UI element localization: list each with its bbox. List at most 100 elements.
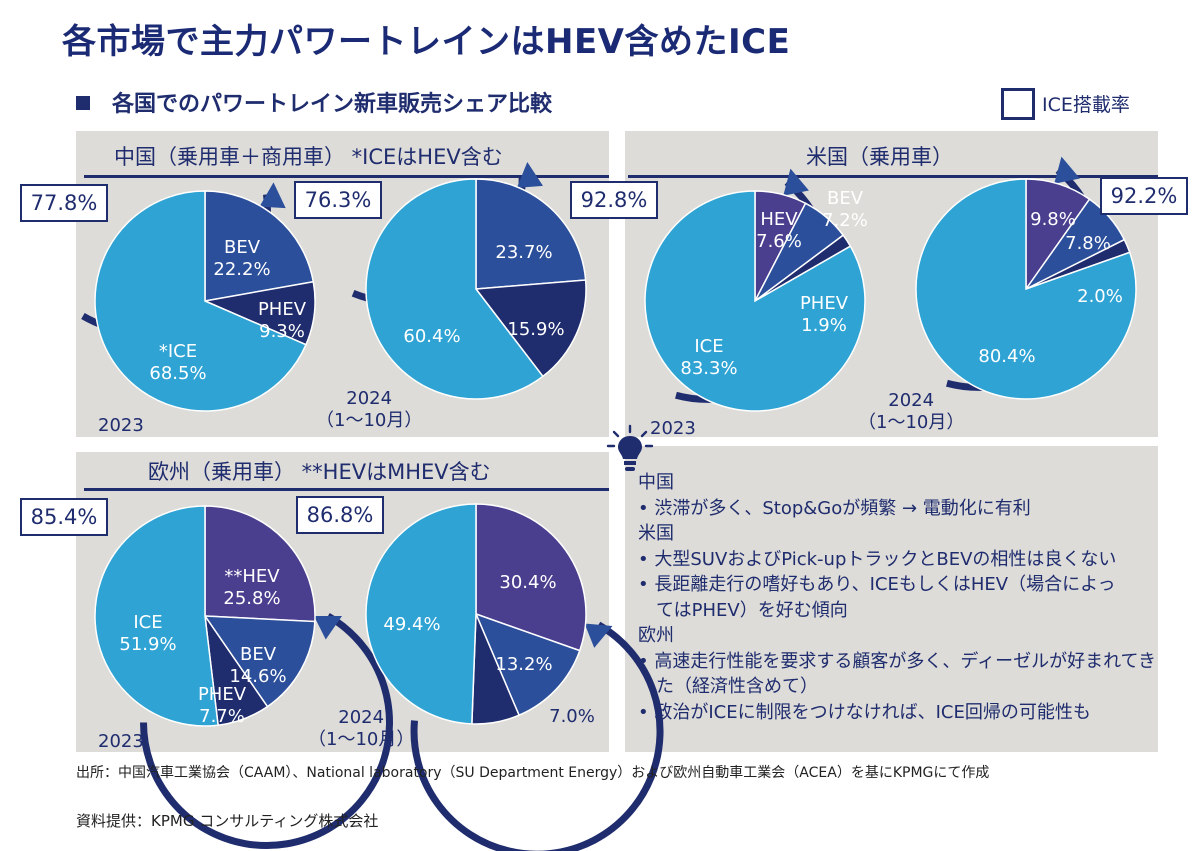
slice-label: ICE 83.3% [680,336,737,379]
ice-rate-china-2023: 77.8% [20,184,108,222]
source-note: 出所：中国汽車工業協会（CAAM）、National laboratory（SU… [76,765,990,781]
slice-label: 80.4% [978,346,1035,367]
panel-us-rule [628,175,1158,178]
panel-europe-title: 欧州（乗用車） **HEVはMHEV含む [148,460,491,484]
slice-value: 83.3% [680,358,737,379]
year-us-2023: 2023 [650,418,696,439]
ice-rate-europe-2024: 86.8% [296,496,384,534]
subtitle: 各国でのパワートレイン新車販売シェア比較 [112,92,553,117]
note-us-item: 長距離走行の嗜好もあり、ICEもしくはHEV（場合によってはPHEV）を好む傾向 [638,572,1126,623]
slice-name: BEV [224,237,261,258]
pie-slice [475,503,587,652]
year-us-2024: 2024 （1～10月） [858,390,964,434]
ice-rate-arrowhead [314,616,342,640]
panel-china-title: 中国（乗用車＋商用車） *ICEはHEV含む [114,145,503,169]
pie-slice [204,505,316,623]
slice-value: 9.3% [259,321,305,342]
pie-slice [644,190,866,412]
slice-label: 7.0% [549,706,595,727]
ice-rate-arrowhead [516,161,543,188]
pie-slice [94,505,219,727]
year-label-period: （1～10月） [858,412,965,433]
year-label-period: （1～10月） [316,410,423,431]
ice-rate-europe-2023: 85.4% [20,498,108,536]
pie-slice [474,279,587,378]
slice-label: 49.4% [383,614,440,635]
slice-label: 9.8% [1030,209,1076,230]
year-china-2023: 2023 [98,415,144,436]
ice-rate-arrowhead [1054,156,1080,184]
slice-name: **HEV [224,566,280,587]
slice-name: PHEV [198,684,247,705]
slice-label: BEV 14.6% [229,644,286,687]
slice-label: BEV 22.2% [213,237,270,280]
pie-slice [475,178,587,290]
pie-slice [365,178,544,400]
ice-rate-us-2023: 92.8% [570,181,658,219]
note-europe-item: 政治がICEに制限をつけなければ、ICE回帰の可能性も [638,700,1178,726]
slice-label: 30.4% [499,572,556,593]
pie-slice [915,178,1137,400]
legend-label: ICE搭載率 [1042,94,1130,116]
slice-value: 22.2% [213,259,270,280]
slice-label: ICE 51.9% [119,612,176,655]
pie-slice [365,503,477,725]
insight-notes: 中国 渋滞が多く、Stop&Goが頻繁 → 電動化に有利 米国 大型SUVおよび… [638,470,1178,725]
slice-value: 51.9% [119,634,176,655]
pie-slice [203,615,316,708]
slice-label: BEV 7.2% [822,188,868,231]
ice-rate-arrowhead [584,623,613,648]
ice-rate-arc [140,612,393,850]
slice-name: BEV [827,188,864,209]
lightbulb-icon [606,424,654,471]
year-label-2024: 2024 [346,388,393,409]
slice-value: 7.2% [822,210,868,231]
subtitle-marker [76,96,90,110]
year-label-2024: 2024 [888,390,935,411]
slice-label: 15.9% [507,319,564,340]
pie-slice [94,190,307,412]
slice-label: **HEV 25.8% [223,566,280,609]
slice-label: 23.7% [495,242,552,263]
slice-name: PHEV [258,299,307,320]
note-china-heading: 中国 [638,472,674,493]
note-us-item: 大型SUVおよびPick-upトラックとBEVの相性は良くない [638,547,1178,573]
year-europe-2023: 2023 [98,731,144,752]
slice-value: 7.7% [199,706,245,727]
slice-name: HEV [760,209,798,230]
slice-name: BEV [240,644,277,665]
slice-value: 14.6% [229,666,286,687]
slice-name: ICE [133,612,162,633]
year-label-2024: 2024 [338,707,385,728]
slice-label: PHEV 1.9% [800,293,849,336]
year-europe-2024: 2024 （1～10月） [308,707,414,751]
note-europe-item: 高速走行性能を要求する顧客が多く、ディーゼルが好まれてきた（経済性含めて） [638,649,1166,700]
year-label-period: （1～10月） [308,729,415,750]
legend-swatch [1001,88,1035,120]
panel-us-title: 米国（乗用車） [806,145,953,169]
pie-slice [474,612,581,717]
slice-label: 2.0% [1077,286,1123,307]
slice-label: PHEV 9.3% [258,299,307,342]
ice-rate-arrowhead [783,168,809,196]
slice-value: 1.9% [801,315,847,336]
ice-rate-us-2024: 92.2% [1100,177,1188,215]
pie-slice [204,190,315,302]
slice-label: PHEV 7.7% [198,684,247,727]
panel-china-rule [84,175,609,178]
slice-name: *ICE [159,341,197,362]
note-europe-heading: 欧州 [638,625,674,646]
slice-label: 7.8% [1065,233,1111,254]
note-us-heading: 米国 [638,523,674,544]
note-china-item: 渋滞が多く、Stop&Goが頻繁 → 電動化に有利 [638,496,1178,522]
slice-label: 13.2% [495,654,552,675]
slice-label: HEV 7.6% [756,209,802,252]
panel-europe-rule [84,488,609,491]
slice-name: ICE [694,336,723,357]
slice-value: 25.8% [223,588,280,609]
credit-note: 資料提供：KPMG コンサルティング株式会社 [76,812,379,830]
ice-rate-arrowhead [259,182,286,209]
year-china-2024: 2024 （1～10月） [316,388,422,432]
slice-value: 7.6% [756,231,802,252]
slice-value: 68.5% [149,363,206,384]
